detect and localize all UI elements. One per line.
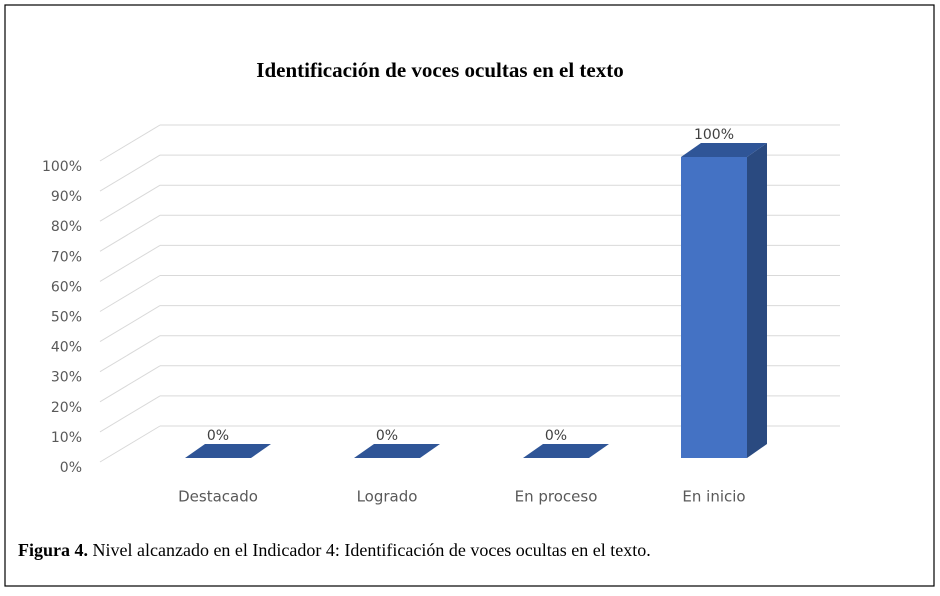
y-tick-label: 10% [51,430,82,446]
y-tick-label: 50% [51,310,82,326]
chart-title: Identificación de voces ocultas en el te… [256,58,623,82]
y-tick-label: 20% [51,400,82,416]
grid-line-side [99,335,161,373]
bar [523,444,609,458]
bar-side [747,143,767,458]
grid-line-side [99,425,161,463]
bar-top [185,444,271,458]
y-tick-label: 0% [60,460,82,476]
y-tick-label: 90% [51,189,82,205]
grid-line-side [99,214,161,252]
grid-line-side [99,305,161,343]
caption: Figura 4. Nivel alcanzado en el Indicado… [18,540,651,560]
caption-text: Nivel alcanzado en el Indicador 4: Ident… [93,540,651,560]
y-tick-label: 80% [51,219,82,235]
grid-line-side [99,124,161,162]
value-label: 0% [376,428,398,444]
bar-front [681,157,747,458]
frame [4,4,935,587]
grid-line-side [99,275,161,312]
bar [681,143,767,458]
bar-top [354,444,440,458]
x-tick-label: Logrado [357,488,418,506]
grid-line-side [99,395,161,433]
grid-line-side [99,184,161,222]
value-label: 100% [694,127,734,143]
y-tick-label: 60% [51,279,82,295]
y-tick-label: 100% [42,159,82,175]
grid-line-side [99,244,161,282]
grid-line-side [99,154,161,192]
grid-line-side [99,365,161,403]
value-label: 0% [207,428,229,444]
bar-top [523,444,609,458]
y-tick-label: 40% [51,340,82,356]
x-tick-label: Destacado [178,488,258,506]
bar-top [681,143,767,157]
caption-label: Figura 4. [18,540,88,560]
x-tick-label: En inicio [682,488,745,506]
x-tick-label: En proceso [515,488,598,506]
bar [185,444,271,458]
value-label: 0% [545,428,567,444]
y-tick-label: 30% [51,370,82,386]
bar [354,444,440,458]
y-tick-label: 70% [51,249,82,265]
